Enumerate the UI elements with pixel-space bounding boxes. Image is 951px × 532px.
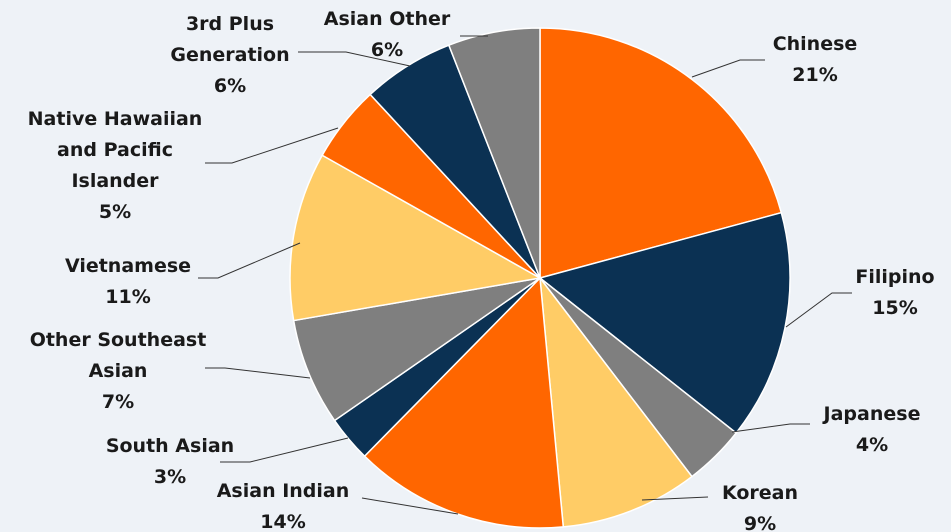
- slice-label-asian-indian: Asian Indian: [217, 480, 350, 502]
- leader-line-south-asian: [220, 437, 349, 463]
- slice-percent-korean: 9%: [744, 513, 776, 532]
- slice-label-south-asian: South Asian: [106, 435, 234, 457]
- slice-percent-3rd-plus-generation: 6%: [214, 75, 246, 97]
- slice-label-vietnamese: Vietnamese: [65, 255, 191, 277]
- leader-line-3rd-plus-generation: [298, 51, 411, 67]
- leader-line-japanese: [731, 423, 810, 433]
- slice-label-filipino: Filipino: [855, 266, 934, 288]
- leader-line-vietnamese: [198, 242, 301, 279]
- slice-label-native-hawaiian-and-pacific-islander: Native Hawaiian and Pacific Islander: [28, 108, 203, 192]
- slice-percent-japanese: 4%: [856, 434, 888, 456]
- slice-percent-filipino: 15%: [872, 297, 917, 319]
- pie-slice-vietnamese: [289, 154, 543, 322]
- leader-line-chinese: [691, 59, 765, 78]
- pie-slice-korean: [539, 275, 693, 528]
- slice-percent-chinese: 21%: [792, 64, 837, 86]
- slice-label-chinese: Chinese: [773, 33, 858, 55]
- pie-slice-filipino: [538, 211, 791, 435]
- slice-label-korean: Korean: [722, 482, 798, 504]
- slice-percent-asian-other: 6%: [371, 39, 403, 61]
- leader-line-other-southeast-asian: [205, 367, 311, 379]
- pie-slice-asian-other: [447, 27, 541, 279]
- leader-line-native-hawaiian-and-pacific-islander: [205, 127, 339, 164]
- leader-line-asian-indian: [361, 497, 459, 515]
- slice-percent-vietnamese: 11%: [105, 286, 150, 308]
- leader-line-korean: [641, 496, 709, 501]
- pie-slice-other-southeast-asian: [292, 277, 541, 422]
- slice-label-japanese: Japanese: [822, 403, 921, 425]
- slice-percent-native-hawaiian-and-pacific-islander: 5%: [99, 201, 131, 223]
- slice-label-3rd-plus-generation: 3rd Plus Generation: [170, 13, 289, 66]
- slice-label-asian-other: Asian Other: [324, 8, 451, 30]
- slice-percent-other-southeast-asian: 7%: [102, 391, 134, 413]
- slice-percent-asian-indian: 14%: [260, 511, 305, 532]
- slice-percent-south-asian: 3%: [154, 466, 186, 488]
- slice-label-other-southeast-asian: Other Southeast Asian: [30, 329, 207, 382]
- leader-line-filipino: [785, 292, 852, 328]
- pie-slice-chinese: [539, 27, 783, 279]
